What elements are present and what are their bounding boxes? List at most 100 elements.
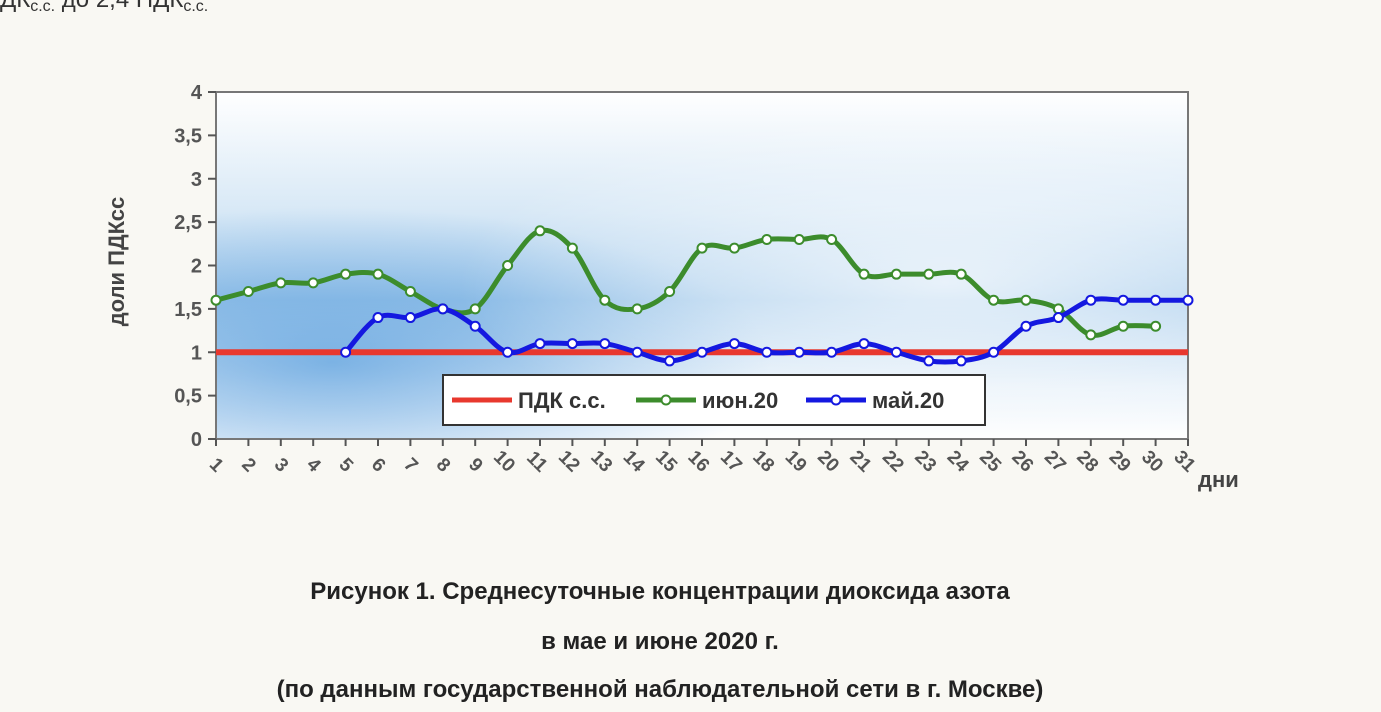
data-point xyxy=(1150,320,1162,332)
data-point xyxy=(1182,294,1194,306)
data-point xyxy=(1052,303,1064,315)
x-tick-label: 11 xyxy=(522,447,551,476)
x-tick-label: 15 xyxy=(651,447,681,477)
figure-caption-line-1: Рисунок 1. Среднесуточные концентрации д… xyxy=(310,578,1010,605)
data-point xyxy=(826,346,838,358)
data-point xyxy=(1117,320,1129,332)
x-tick-label: 28 xyxy=(1072,447,1102,477)
data-point xyxy=(566,338,578,350)
data-point xyxy=(728,242,740,254)
x-tick-label: 9 xyxy=(464,454,486,476)
x-tick-label: 19 xyxy=(781,447,811,477)
data-point xyxy=(955,355,967,367)
data-point xyxy=(340,268,352,280)
x-tick-label: 1 xyxy=(205,454,228,477)
data-point xyxy=(1150,294,1162,306)
y-tick-label: 0 xyxy=(191,429,202,451)
data-point xyxy=(858,268,870,280)
line-chart: 00,511,522,533,541 2 3 4 5 6 7 8 9 10 11 12 13 14 15 16… xyxy=(104,82,1239,492)
data-point xyxy=(210,294,222,306)
data-point xyxy=(988,346,1000,358)
y-tick-label: 3 xyxy=(191,169,202,191)
data-point xyxy=(826,233,838,245)
legend: ПДК с.с. июн.20 май.20 xyxy=(442,374,986,426)
data-point xyxy=(1020,320,1032,332)
data-point xyxy=(728,338,740,350)
data-point xyxy=(890,346,902,358)
data-point xyxy=(502,260,514,271)
preceding-text-middle: до 2,4 ПДК xyxy=(55,0,184,13)
x-tick-label: 29 xyxy=(1105,447,1135,477)
data-point xyxy=(761,346,773,358)
x-tick-label: 13 xyxy=(586,447,616,477)
data-point xyxy=(696,346,708,358)
data-point xyxy=(534,338,546,350)
preceding-text-fragment: ДКс.с. до 2,4 ПДКс.с. xyxy=(0,0,208,16)
data-point xyxy=(890,268,902,280)
data-point xyxy=(404,286,416,298)
x-tick-label: 14 xyxy=(619,447,649,477)
legend-label: май.20 xyxy=(872,388,944,413)
data-point xyxy=(340,346,352,358)
data-point xyxy=(469,320,481,332)
data-point xyxy=(1020,294,1032,306)
data-point xyxy=(1085,329,1097,341)
data-point xyxy=(858,338,870,350)
x-tick-label: 20 xyxy=(813,447,843,477)
preceding-text-subscript-1: с.с. xyxy=(30,0,56,15)
x-tick-label: 5 xyxy=(335,454,358,477)
data-point xyxy=(988,294,1000,306)
data-point xyxy=(1085,294,1097,306)
x-tick-label: 26 xyxy=(1008,447,1038,477)
legend-label: июн.20 xyxy=(702,388,778,413)
data-point xyxy=(469,303,481,315)
preceding-text-subscript-2: с.с. xyxy=(183,0,209,15)
x-tick-label: 7 xyxy=(399,454,421,476)
x-tick-label: 6 xyxy=(367,454,389,476)
data-point xyxy=(566,242,578,254)
y-tick-label: 4 xyxy=(191,82,203,104)
data-point xyxy=(307,277,319,289)
x-tick-label: 3 xyxy=(270,454,292,476)
y-tick-label: 1,5 xyxy=(174,299,202,321)
data-point xyxy=(664,286,676,298)
x-tick-label: 30 xyxy=(1137,447,1167,477)
data-point xyxy=(599,294,611,306)
figure-caption-line-3: (по данным государственной наблюдательно… xyxy=(276,676,1044,703)
preceding-text-prefix: ДК xyxy=(0,0,30,13)
data-point xyxy=(1117,294,1129,306)
x-tick-label: 8 xyxy=(432,454,454,476)
data-point xyxy=(664,355,676,367)
data-point xyxy=(631,346,643,358)
legend-label: ПДК с.с. xyxy=(518,388,606,413)
x-tick-label: 18 xyxy=(748,447,778,477)
data-point xyxy=(631,303,643,315)
x-tick-label: 2 xyxy=(237,454,259,476)
y-tick-label: 2 xyxy=(191,256,202,278)
y-axis-label: доли ПДКсс xyxy=(104,197,129,327)
legend-swatch-marker xyxy=(660,394,672,406)
data-point xyxy=(437,303,449,315)
series-group xyxy=(340,294,1194,367)
x-tick-label: 23 xyxy=(910,447,940,477)
x-tick-label: 22 xyxy=(878,447,908,477)
x-tick-label: 21 xyxy=(846,447,876,477)
x-tick-label: 25 xyxy=(975,447,1005,477)
x-tick-label: 17 xyxy=(716,447,746,477)
y-tick-label: 0,5 xyxy=(174,386,202,408)
data-point xyxy=(955,268,967,280)
data-point xyxy=(242,286,254,298)
x-tick-label: 4 xyxy=(302,454,325,477)
x-tick-label: 10 xyxy=(489,447,519,477)
data-point xyxy=(923,268,935,280)
data-point xyxy=(923,355,935,367)
data-point xyxy=(372,268,384,280)
data-point xyxy=(599,338,611,350)
y-tick-label: 1 xyxy=(191,342,202,364)
data-point xyxy=(502,346,514,358)
data-point xyxy=(793,233,805,245)
figure-caption-line-2: в мае и июне 2020 г. xyxy=(541,628,779,655)
x-tick-label: 16 xyxy=(684,447,714,477)
legend-swatch-marker xyxy=(830,394,842,406)
series-layer xyxy=(210,225,1194,367)
